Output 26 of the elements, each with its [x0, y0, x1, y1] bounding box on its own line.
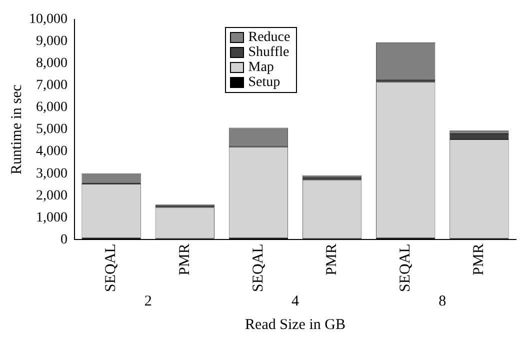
y-tick-label: 5,000	[36, 122, 68, 138]
y-tick-label: 10,000	[29, 12, 68, 28]
legend-label: Shuffle	[248, 45, 290, 60]
y-tick-label: 3,000	[36, 166, 68, 182]
legend-label: Map	[248, 60, 274, 76]
y-tick-label: 7,000	[36, 78, 68, 94]
x-tick-label: PMR	[324, 244, 340, 276]
x-tick-label: PMR	[176, 244, 193, 276]
y-tick-label: 8,000	[36, 56, 68, 72]
y-tick-label: 6,000	[36, 100, 68, 116]
y-tick-label: 0	[60, 232, 68, 248]
y-axis-title: Runtime in sec	[8, 84, 25, 175]
x-tick-label: SEQAL	[103, 244, 120, 292]
x-tick-label: SEQAL	[398, 244, 414, 292]
y-tick-label: 4,000	[36, 144, 68, 160]
y-tick-label: 2,000	[36, 188, 68, 204]
legend-label: Setup	[248, 75, 280, 90]
text: 2	[144, 293, 152, 310]
legend-label: Reduce	[248, 30, 290, 46]
x-axis-title: Read Size in GB	[245, 316, 346, 333]
y-tick-label: 1,000	[36, 210, 68, 226]
x-tick-label: PMR	[471, 244, 488, 276]
y-tick-label: 9,000	[36, 34, 68, 50]
text: 8	[438, 293, 446, 310]
x-tick-label: SEQAL	[250, 244, 266, 292]
text: 4	[292, 293, 300, 310]
